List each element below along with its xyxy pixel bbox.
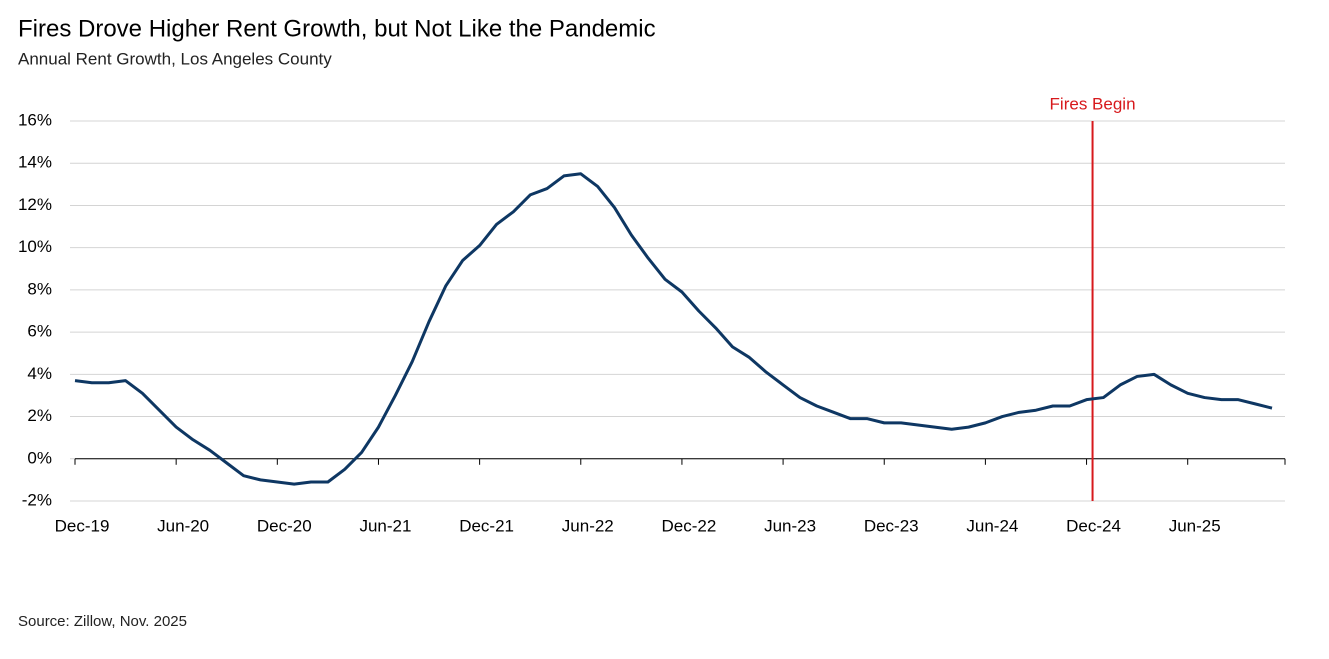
y-tick-label: 14% xyxy=(18,153,52,172)
line-series xyxy=(74,172,1273,486)
x-tick-label: Jun-21 xyxy=(359,516,411,535)
chart-title: Fires Drove Higher Rent Growth, but Not … xyxy=(18,15,656,42)
x-tick-label: Jun-23 xyxy=(764,516,816,535)
x-tick-label: Dec-20 xyxy=(257,516,312,535)
y-tick-label: 10% xyxy=(18,237,52,256)
y-tick-label: 4% xyxy=(27,364,52,383)
x-tick-label: Dec-21 xyxy=(459,516,514,535)
annotation-label: Fires Begin xyxy=(1050,94,1136,113)
y-tick-label: 2% xyxy=(27,406,52,425)
x-tick-label: Jun-24 xyxy=(966,516,1018,535)
chart-subtitle: Annual Rent Growth, Los Angeles County xyxy=(18,49,332,68)
y-tick-label: -2% xyxy=(22,490,52,509)
x-tick-label: Dec-19 xyxy=(55,516,110,535)
x-tick-label: Dec-22 xyxy=(662,516,717,535)
x-tick-label: Jun-25 xyxy=(1169,516,1221,535)
y-tick-label: 12% xyxy=(18,195,52,214)
x-tick-label: Dec-24 xyxy=(1066,516,1121,535)
x-tick-label: Dec-23 xyxy=(864,516,919,535)
source-note: Source: Zillow, Nov. 2025 xyxy=(18,613,187,630)
x-tick-label: Jun-22 xyxy=(562,516,614,535)
y-tick-label: 16% xyxy=(18,110,52,129)
x-tick-label: Jun-20 xyxy=(157,516,209,535)
y-tick-label: 0% xyxy=(27,448,52,467)
y-tick-label: 8% xyxy=(27,279,52,298)
y-tick-label: 6% xyxy=(27,322,52,341)
